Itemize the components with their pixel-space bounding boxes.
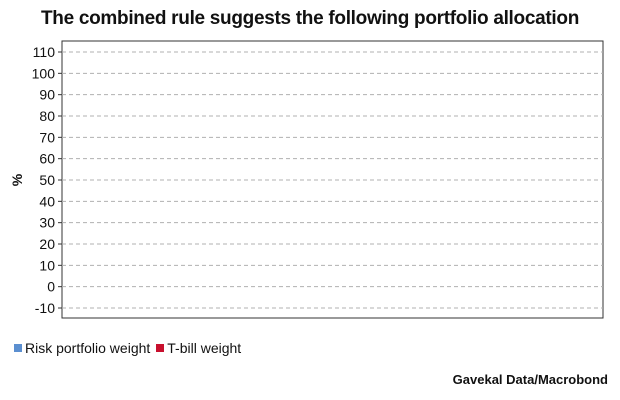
legend-item-risk: Risk portfolio weight [14, 340, 150, 356]
y-tick-label: 90 [39, 87, 55, 103]
y-tick-label: 40 [39, 193, 55, 209]
legend-label-risk: Risk portfolio weight [25, 340, 151, 356]
y-tick-label: 10 [39, 257, 55, 273]
y-tick-label: 30 [39, 215, 55, 231]
y-axis-label: % [9, 173, 25, 186]
legend-item-tbill: T-bill weight [156, 340, 241, 356]
y-tick-label: 0 [47, 279, 55, 295]
y-tick-label: 60 [39, 151, 55, 167]
legend-swatch-risk [14, 344, 22, 352]
y-tick-label: 50 [39, 172, 55, 188]
legend: Risk portfolio weight T-bill weight [14, 340, 247, 356]
y-tick-label: 110 [33, 44, 56, 60]
y-tick-label: 20 [39, 236, 55, 252]
y-tick-label: 100 [32, 65, 56, 81]
legend-label-tbill: T-bill weight [167, 340, 242, 356]
gridlines [62, 51, 603, 309]
y-tick-label: 70 [39, 129, 55, 145]
legend-swatch-tbill [156, 344, 165, 352]
plot-frame [61, 40, 604, 319]
chart-title: The combined rule suggests the following… [41, 8, 579, 29]
source-note: Gavekal Data/Macrobond [452, 372, 608, 387]
y-tick-label: -10 [35, 300, 55, 316]
y-tick-label: 80 [39, 108, 55, 124]
